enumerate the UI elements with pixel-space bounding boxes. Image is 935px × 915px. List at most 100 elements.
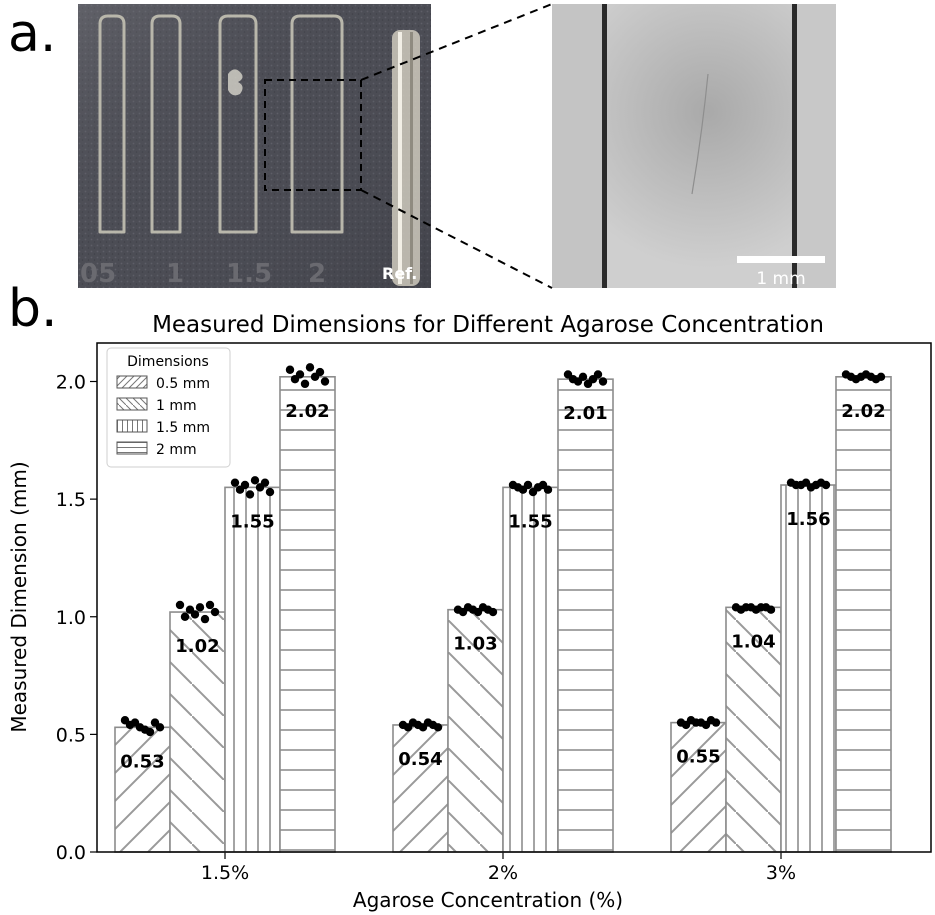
channel-1-5mm (218, 14, 258, 234)
data-point (598, 377, 608, 386)
legend-swatch (116, 441, 148, 455)
scale-bar-label: 1 mm (756, 269, 805, 288)
data-point (821, 480, 831, 490)
bar (780, 484, 837, 853)
y-tick-label: 0.5 (56, 724, 86, 746)
y-axis-label: Measured Dimension (mm) (7, 461, 31, 732)
data-point (711, 718, 721, 727)
data-point (766, 605, 776, 614)
bar-value-label: 0.53 (120, 751, 164, 772)
bar (169, 611, 226, 853)
data-point (180, 612, 190, 621)
legend-title: Dimensions (127, 354, 209, 370)
data-point (190, 610, 200, 619)
data-point (145, 727, 155, 737)
x-tick-label: 3% (766, 862, 796, 884)
data-point (210, 607, 220, 617)
bar (835, 375, 892, 853)
data-point (300, 379, 310, 389)
data-point (195, 603, 205, 612)
bar-value-label: 2.02 (841, 401, 885, 422)
bar (557, 378, 614, 853)
reference-rod (392, 30, 420, 286)
bar-value-label: 0.54 (398, 749, 442, 770)
data-point (593, 370, 603, 379)
legend-swatch (116, 397, 148, 411)
y-tick-label: 0.0 (56, 842, 86, 864)
engraved-label-05: 05 (80, 259, 116, 288)
y-tick-label: 1.0 (56, 607, 86, 629)
data-points (120, 363, 886, 737)
bar-chart: Measured Dimensions for Different Agaros… (7, 312, 932, 912)
bar (392, 724, 449, 853)
engraved-label-1-5: 1.5 (226, 259, 272, 288)
mold-photo-drawing: 05 1 1.5 2 Ref. (78, 4, 431, 288)
bar-value-label: 1.02 (175, 636, 219, 657)
chart-title: Measured Dimensions for Different Agaros… (152, 312, 824, 338)
channel-2mm (290, 14, 344, 234)
data-point (488, 607, 498, 617)
channel-wall-left (602, 4, 607, 288)
y-tick-label: 1.5 (56, 489, 86, 511)
data-point (523, 480, 533, 490)
legend-swatch (116, 419, 148, 433)
x-tick-label: 2% (488, 862, 518, 884)
data-point (200, 614, 210, 624)
bar (279, 375, 336, 853)
bar-value-label: 2.02 (285, 401, 329, 422)
engraved-label-1: 1 (166, 259, 184, 288)
data-point (578, 372, 588, 381)
bar-value-label: 0.55 (676, 747, 720, 768)
bar (670, 721, 727, 853)
x-tick-label: 1.5% (201, 862, 249, 884)
bar (502, 486, 559, 853)
reference-label: Ref. (382, 264, 417, 283)
data-point (260, 478, 270, 487)
legend-entry: 1 mm (156, 398, 197, 414)
legend-entry: 0.5 mm (156, 376, 210, 392)
engraved-label-2: 2 (308, 259, 326, 288)
bar (447, 608, 504, 853)
channel-0-5mm (98, 14, 126, 234)
axis-ticks: 0.0 0.5 1.0 1.5 2.0 1.5% 2% 3% (56, 372, 796, 885)
data-point (205, 600, 215, 610)
data-point (250, 476, 260, 485)
panel-label-a: a. (8, 4, 57, 64)
bar-value-label: 1.55 (230, 511, 274, 532)
channel-1mm (150, 14, 182, 234)
data-point (175, 600, 185, 610)
data-point (285, 365, 295, 374)
bar (224, 486, 281, 853)
zoomed-micrograph: 1 mm (552, 4, 836, 288)
data-point (265, 487, 275, 497)
bar-value-labels: 0.53 0.54 0.55 1.02 1.03 1.04 1.55 1.55 1.56 2.02… (120, 401, 885, 773)
data-point (433, 723, 443, 732)
data-point (876, 372, 886, 381)
y-tick-label: 2.0 (56, 372, 86, 394)
mold-photograph: 05 1 1.5 2 Ref. (78, 4, 431, 288)
legend-swatch (116, 375, 148, 389)
channel-wall-right (792, 4, 797, 288)
legend: Dimensions 0.5 mm 1 mm 1.5 mm 2 mm (106, 347, 231, 468)
micrograph-drawing: 1 mm (552, 4, 836, 288)
bar (114, 726, 171, 853)
data-point (245, 490, 255, 499)
data-point (155, 723, 165, 732)
data-point (230, 478, 240, 487)
x-axis-label: Agarose Concentration (%) (353, 888, 623, 912)
scale-bar (737, 256, 825, 263)
data-point (320, 377, 330, 386)
plot-frame (96, 342, 932, 853)
zoom-box (264, 79, 362, 191)
bar-value-label: 1.04 (731, 631, 775, 652)
data-point (240, 480, 250, 490)
data-point (305, 363, 315, 372)
panel-label-b: b. (8, 279, 58, 339)
data-point (295, 370, 305, 379)
legend-entry: 1.5 mm (156, 420, 210, 436)
data-point (315, 367, 325, 377)
bars (114, 375, 892, 853)
legend-entry: 2 mm (156, 442, 197, 458)
bar-value-label: 1.56 (786, 509, 830, 530)
bar-value-label: 1.55 (508, 511, 552, 532)
